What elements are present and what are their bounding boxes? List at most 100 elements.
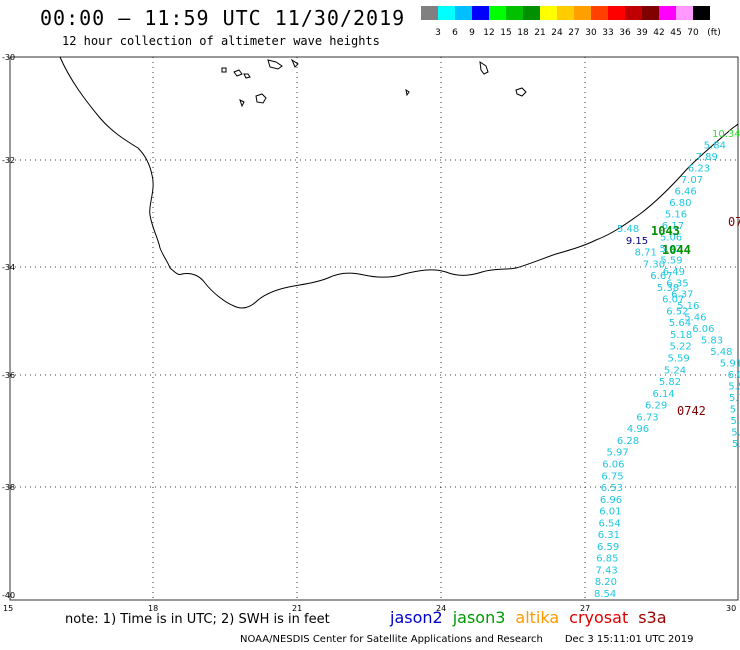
satellite-name-altika: altika — [515, 608, 560, 627]
legend-swatch — [523, 6, 540, 20]
swh-value: 6.59 — [597, 542, 619, 553]
lon-label: 18 — [148, 604, 158, 613]
coastline — [59, 56, 739, 309]
swh-value: 6.14 — [653, 389, 675, 400]
lat-label: -40 — [2, 591, 15, 600]
note-text: note: 1) Time is in UTC; 2) SWH is in fe… — [65, 612, 330, 627]
swh-value: 8.71 — [635, 248, 657, 259]
swh-value: 8.20 — [595, 577, 617, 588]
legend-label: 24 — [551, 28, 563, 38]
satellite-name-jason3: jason3 — [452, 608, 506, 627]
axis-labels: -30 -32 -34 -36 -38 -40 15 18 21 24 27 30 — [2, 53, 736, 613]
islands — [221, 58, 527, 108]
swh-value: 8.54 — [594, 589, 616, 600]
legend-swatch — [438, 6, 455, 20]
lon-label: 15 — [3, 604, 13, 613]
lat-label: -32 — [2, 156, 15, 165]
swh-value: 5.83 — [701, 336, 723, 347]
legend-swatch — [506, 6, 523, 20]
legend-swatch — [659, 6, 676, 20]
legend-swatch — [574, 6, 591, 20]
legend-swatch — [625, 6, 642, 20]
swh-value: 6.54 — [599, 518, 621, 529]
legend-label: 21 — [534, 28, 546, 38]
swh-value: 5.79 — [730, 405, 740, 416]
lat-label: -30 — [2, 53, 15, 62]
swh-value: 6.46 — [675, 186, 697, 197]
swh-value: 5.7 — [731, 416, 740, 427]
lon-label: 27 — [580, 604, 590, 613]
legend-label: 27 — [568, 28, 580, 38]
legend-swatch — [472, 6, 489, 20]
legend-label: 45 — [670, 28, 682, 38]
swh-value: 6.53 — [601, 483, 623, 494]
legend-label: 33 — [602, 28, 614, 38]
swh-value: 5.62 — [660, 244, 682, 255]
swh-value: 5.84 — [704, 141, 726, 152]
graticule — [10, 57, 738, 600]
legend-swatch — [489, 6, 506, 20]
legend-label: 42 — [653, 28, 665, 38]
legend-label: 70 — [687, 28, 699, 38]
swh-value: 6.06 — [602, 460, 624, 471]
swh-value: 5.48 — [617, 224, 639, 235]
swh-value: 6.85 — [596, 554, 618, 565]
map-title: 00:00 – 11:59 UTC 11/30/2019 — [40, 6, 406, 30]
legend-label: 39 — [636, 28, 648, 38]
legend-swatch — [642, 6, 659, 20]
legend-label: 3 — [435, 28, 441, 38]
swh-value: 5.16 — [665, 209, 687, 220]
swh-value: 5.18 — [670, 330, 692, 341]
swh-value: 6.23 — [688, 163, 710, 174]
swh-value: 7.43 — [596, 566, 618, 577]
pass-label-1044: 1044 — [662, 243, 691, 257]
swh-value: 5.38 — [657, 283, 679, 294]
swh-value: 5.59 — [668, 354, 690, 365]
swh-value: 6.67 — [650, 271, 672, 282]
legend-label: (ft) — [707, 28, 721, 38]
swh-value: 6.37 — [671, 290, 693, 301]
lon-label: 30 — [726, 604, 736, 613]
swh-value: 6.06 — [692, 324, 714, 335]
legend-swatch — [591, 6, 608, 20]
swh-value: 5.91 — [720, 359, 740, 370]
swh-value: 5.22 — [670, 342, 692, 353]
swh-value: 5.64 — [669, 318, 691, 329]
swh-value: 6.06 — [728, 370, 740, 381]
swh-value: 5. — [732, 439, 740, 450]
swh-value: 6.29 — [645, 401, 667, 412]
swh-value: 5. — [731, 428, 740, 439]
lon-label: 21 — [292, 604, 302, 613]
legend-label: 18 — [517, 28, 529, 38]
swh-value: 6.31 — [598, 530, 620, 541]
swh-value: 5.97 — [607, 448, 629, 459]
satellite-name-jason2: jason2 — [390, 608, 443, 627]
swh-value: 5.06 — [660, 232, 682, 243]
pass-label-1043: 1043 — [651, 224, 680, 238]
swh-value: 5.48 — [710, 347, 732, 358]
swh-value: 6.75 — [601, 471, 623, 482]
satellite-tracks: 10.345.847.896.237.076.466.805.166.175.0… — [594, 129, 740, 600]
lat-label: -34 — [2, 263, 15, 272]
swh-value: 6.01 — [599, 507, 621, 518]
swh-value: 6.28 — [617, 436, 639, 447]
swh-value: 7.89 — [696, 152, 718, 163]
legend-swatch — [540, 6, 557, 20]
pass-label-edge: 07 — [728, 215, 740, 229]
legend-label: 9 — [469, 28, 475, 38]
swh-value: 5.59 — [660, 255, 682, 266]
swh-value: 10.34 — [712, 129, 740, 140]
lon-label: 24 — [436, 604, 446, 613]
pass-label-0742: 0742 — [677, 404, 706, 418]
map-frame — [9, 56, 739, 601]
swh-value: 5.82 — [659, 377, 681, 388]
legend-swatch — [693, 6, 710, 20]
swh-value: 5.46 — [684, 313, 706, 324]
lat-label: -36 — [2, 371, 15, 380]
legend-swatch — [455, 6, 472, 20]
color-legend: 3 6 9 12 15 18 21 24 27 30 33 36 39 42 45 70 (ft) — [421, 6, 721, 38]
satellite-name-s3a: s3a — [638, 608, 667, 627]
swh-value: 6.35 — [666, 278, 688, 289]
swh-value: 5.78 — [729, 393, 740, 404]
